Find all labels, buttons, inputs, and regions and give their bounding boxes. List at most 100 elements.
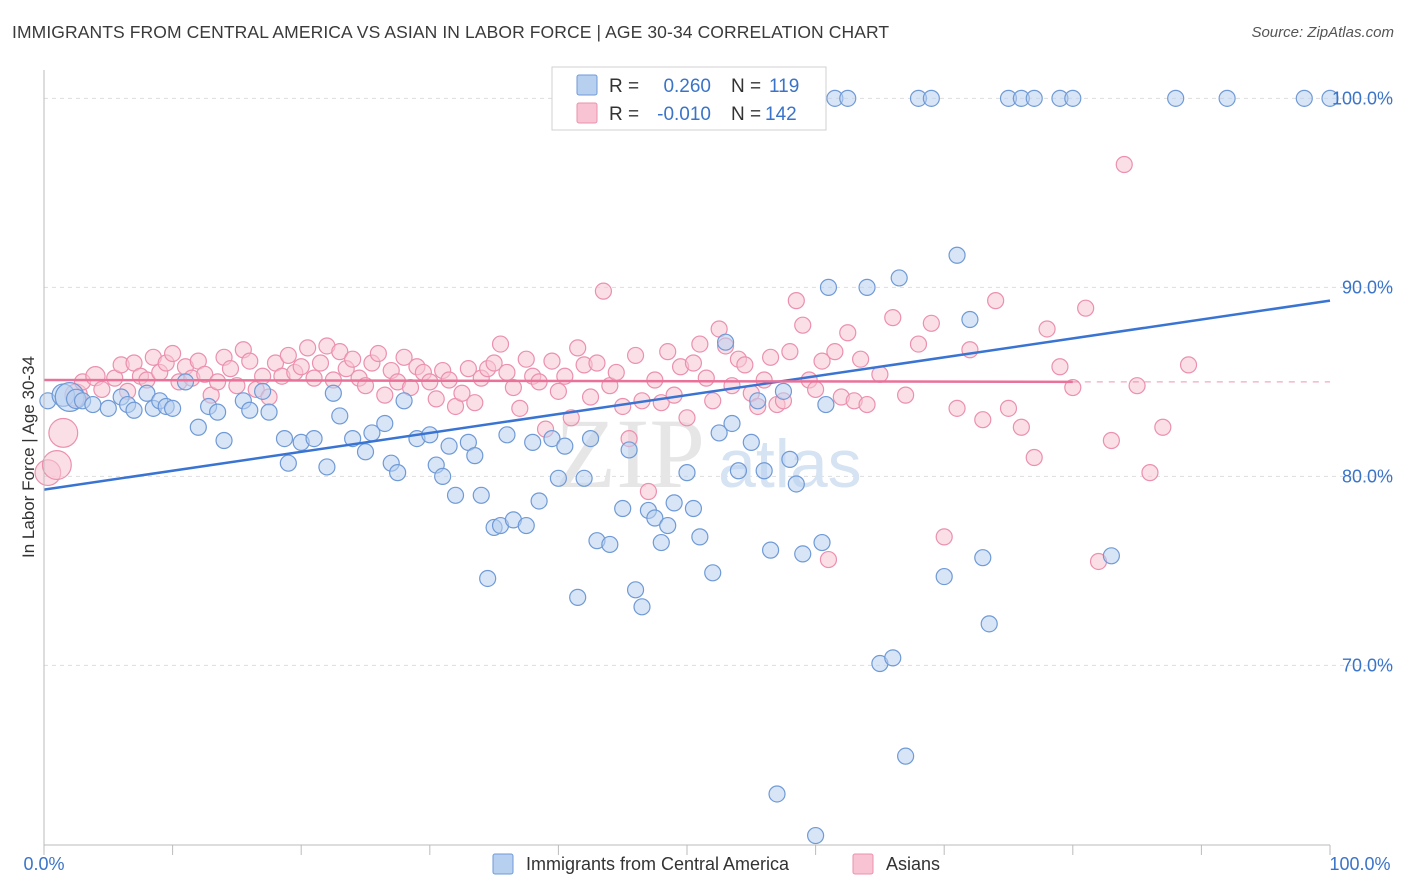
central-america-point: [678, 464, 696, 482]
asians-point: [922, 314, 940, 332]
central-america-point: [633, 598, 651, 616]
asians-point: [292, 358, 310, 376]
central-america-point: [884, 649, 902, 667]
asians-point: [1038, 320, 1056, 338]
asians-point: [626, 346, 645, 365]
central-america-point: [84, 395, 102, 414]
asians-point: [376, 386, 394, 404]
asians-point: [1102, 431, 1120, 450]
central-america-point: [581, 429, 600, 448]
asians-point: [1012, 418, 1030, 436]
asians-point: [581, 388, 600, 406]
asians-point: [935, 528, 953, 546]
central-america-point: [498, 426, 516, 444]
central-america-point: [813, 533, 831, 552]
asians-point: [459, 360, 477, 378]
central-america-point: [125, 401, 143, 419]
central-america-point: [138, 384, 156, 402]
central-america-point: [324, 384, 342, 402]
asians-point: [569, 339, 587, 357]
central-america-point: [543, 429, 561, 448]
central-america-point: [601, 535, 619, 554]
x-axis-ticks: [43, 845, 1331, 855]
asians-point: [761, 348, 780, 366]
central-america-point: [517, 516, 535, 535]
asians-point: [196, 365, 214, 383]
chart-title: IMMIGRANTS FROM CENTRAL AMERICA VS ASIAN…: [12, 22, 890, 42]
central-america-point: [858, 278, 876, 296]
central-america-point: [691, 528, 709, 546]
asians-point: [344, 350, 362, 368]
asians-trend-line: [43, 378, 1073, 384]
central-america-point: [176, 373, 195, 391]
central-america-point: [1102, 547, 1120, 565]
asians-point: [704, 392, 722, 410]
asians-point: [1051, 358, 1069, 376]
asians-point: [511, 399, 529, 417]
central-america-point: [356, 443, 375, 461]
y-tick-label: 90.0%: [1342, 277, 1393, 297]
asians-point: [897, 386, 915, 404]
series-legend-label-central-america: Immigrants from Central America: [526, 854, 790, 874]
central-america-point: [524, 433, 542, 451]
asians-point: [48, 417, 79, 448]
central-america-point: [1025, 89, 1043, 107]
asians-point: [209, 373, 227, 391]
asians-point: [305, 369, 323, 387]
y-axis-tick-labels: 70.0% 80.0% 90.0% 100.0%: [1332, 88, 1393, 675]
asians-point: [1179, 356, 1198, 374]
central-america-point: [556, 437, 574, 455]
central-america-point: [215, 431, 233, 450]
central-america-point: [710, 424, 728, 442]
central-america-point: [729, 462, 748, 480]
central-america-point: [948, 246, 966, 264]
asians-point: [1141, 464, 1159, 482]
central-america-point: [787, 475, 805, 493]
central-america-point: [440, 437, 458, 455]
central-america-point: [209, 403, 227, 421]
central-america-point: [768, 785, 786, 803]
asians-point: [241, 352, 259, 370]
asians-point: [466, 394, 484, 412]
central-america-point: [980, 615, 998, 633]
asians-point: [987, 292, 1005, 310]
asians-point: [41, 450, 72, 481]
legend-r-label-pink: R =: [609, 104, 639, 125]
central-america-point: [1295, 89, 1313, 107]
central-america-point: [646, 509, 664, 527]
legend-r-value-blue: 0.260: [663, 76, 711, 97]
central-america-point: [241, 401, 259, 419]
asians-point: [678, 409, 696, 427]
central-america-point: [781, 450, 799, 468]
central-america-point: [659, 516, 677, 535]
asians-point: [588, 354, 606, 372]
asians-point: [781, 343, 799, 361]
asians-point: [549, 382, 568, 400]
legend-n-value-blue: 119: [769, 76, 799, 97]
asians-point: [543, 352, 561, 370]
central-america-point: [806, 826, 825, 845]
x-tick-label-min: 0.0%: [23, 854, 64, 874]
asians-point: [1128, 377, 1146, 395]
central-america-point: [99, 399, 117, 417]
legend-n-value-pink: 142: [765, 104, 797, 125]
central-america-point: [260, 403, 278, 421]
asians-point: [228, 377, 246, 395]
central-america-point: [749, 392, 767, 410]
legend-r-value-pink: -0.010: [657, 104, 711, 125]
asians-point: [819, 550, 838, 569]
asians-point: [607, 363, 625, 382]
x-tick-label-max: 100.0%: [1329, 854, 1390, 874]
legend-swatch-pink: [576, 102, 598, 124]
y-tick-label: 80.0%: [1342, 466, 1393, 486]
central-america-point: [742, 433, 760, 451]
central-america-point: [446, 486, 465, 504]
asians-point: [369, 344, 387, 363]
central-america-point: [897, 747, 915, 765]
asians-point: [254, 367, 272, 385]
central-america-point: [331, 407, 349, 425]
central-america-point: [1218, 89, 1236, 107]
asians-point: [806, 380, 825, 399]
asians-point: [884, 309, 902, 327]
trend-lines: [43, 299, 1331, 491]
